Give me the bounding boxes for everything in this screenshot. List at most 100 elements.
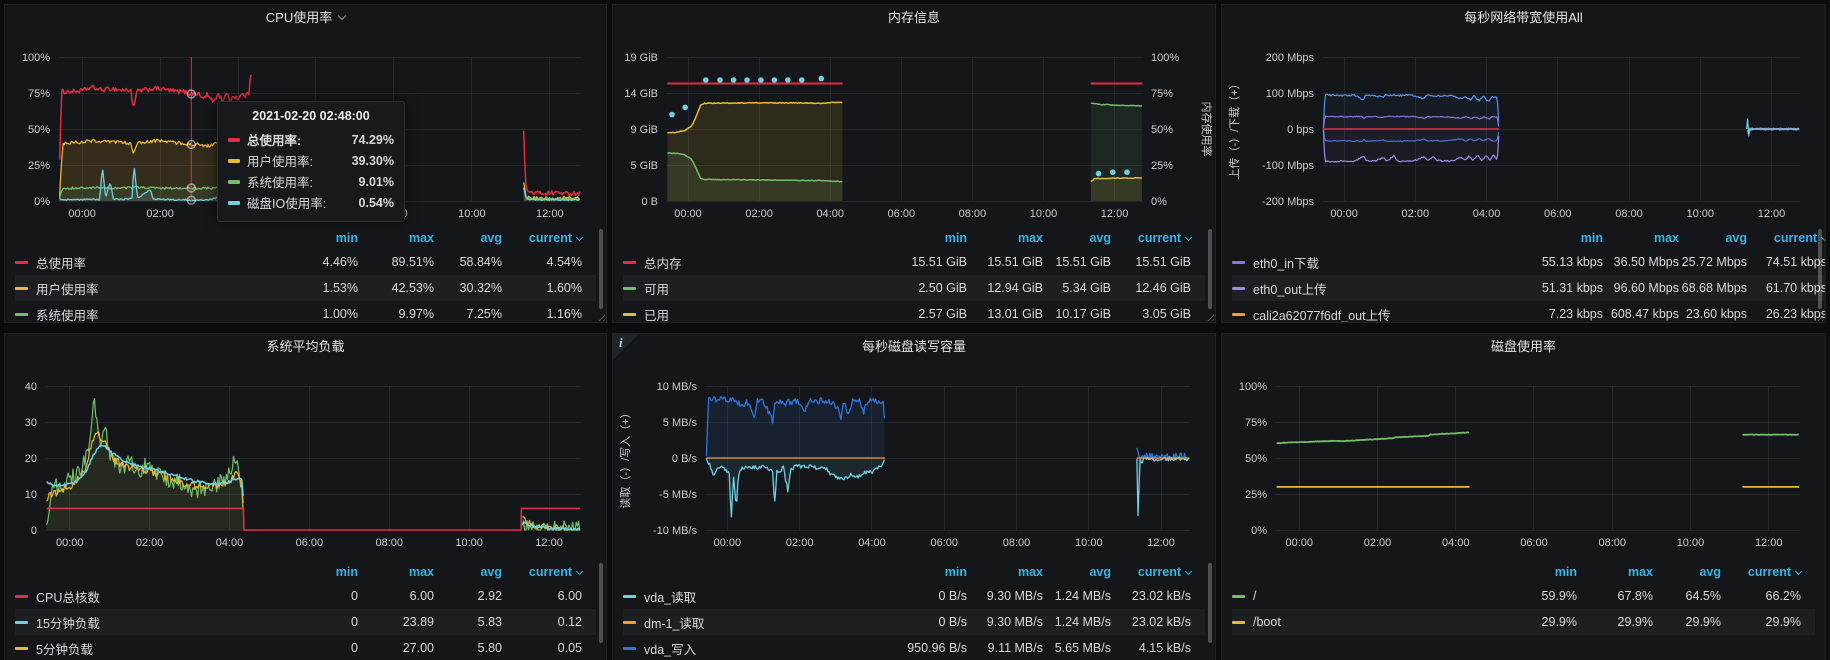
panel-resize-handle[interactable] [1205, 312, 1214, 321]
legend-series-name[interactable]: 总使用率 [15, 253, 266, 272]
legend-header: min max avg current [623, 561, 1205, 583]
scatter-dot [1110, 169, 1116, 175]
legend-scrollbar[interactable] [599, 563, 603, 643]
y-tick-label: 5 MB/s [663, 417, 698, 429]
legend-series-name[interactable]: 5分钟负载 [15, 639, 266, 658]
legend-series-name[interactable]: eth0_out上传 [1232, 279, 1511, 298]
legend-header-min[interactable]: min [944, 565, 967, 579]
legend-series-name[interactable]: 已用 [623, 305, 875, 322]
legend-value-current: 3.05 GiB [1142, 307, 1191, 321]
legend-series-name[interactable]: CPU总核数 [15, 587, 266, 606]
legend-scrollbar[interactable] [1208, 563, 1212, 643]
legend-header-current[interactable]: current [502, 565, 584, 579]
series-color-swatch [623, 312, 636, 316]
panel-title[interactable]: 磁盘使用率 [1222, 334, 1825, 360]
tooltip-row: 总使用率: 74.29% [228, 129, 394, 150]
legend-header-avg[interactable]: avg [1699, 565, 1721, 579]
legend-value-avg: 5.80 [477, 641, 502, 655]
tooltip-row: 用户使用率: 39.30% [228, 150, 394, 171]
legend-value-max: 9.30 MB/s [986, 615, 1043, 629]
panel-title[interactable]: CPU使用率 [5, 5, 606, 31]
series-line [58, 74, 253, 160]
network-bandwidth-chart[interactable]: -200 Mbps -100 Mbps 0 bps 100 Mbps 200 Mbps 0… [1222, 31, 1825, 231]
legend-value-current: 66.2% [1765, 589, 1801, 603]
scatter-dot [1095, 170, 1102, 177]
series-line [1276, 431, 1470, 445]
disk-readwrite-chart[interactable]: -10 MB/s -5 MB/s 0 B/s 5 MB/s 10 MB/s 00:00 02… [613, 360, 1215, 560]
series-line [705, 458, 885, 518]
legend: min max avg current / 59.9% 67.8% 64.5% 66.2% /bo… [1232, 561, 1815, 635]
legend-series-name[interactable]: /boot [1232, 615, 1485, 629]
legend-header-avg[interactable]: avg [480, 231, 502, 245]
memory-info-chart[interactable]: 0 B 5 GiB 9 GiB 14 GiB 19 GiB 0% 25% 50% 75% 100%… [613, 31, 1215, 231]
legend-header-max[interactable]: max [1653, 231, 1679, 245]
legend-series-name[interactable]: 用户使用率 [15, 279, 266, 298]
x-tick-label: 12:00 [1147, 537, 1175, 549]
legend-value-min: 51.31 kbps [1541, 281, 1603, 295]
legend-header-avg[interactable]: avg [1089, 565, 1111, 579]
legend-value-min: 0 B/s [938, 615, 968, 629]
legend-header-avg[interactable]: avg [1089, 231, 1111, 245]
legend-series-name[interactable]: cali2a62077f6df_out上传 [1232, 305, 1511, 322]
legend-series-name[interactable]: eth0_in下载 [1232, 253, 1511, 272]
legend-series-name[interactable]: dm-1_读取 [623, 613, 875, 632]
legend-header-max[interactable]: max [408, 231, 434, 245]
legend-row: / 59.9% 67.8% 64.5% 66.2% [1232, 583, 1815, 609]
y-tick-label: -100 Mbps [1262, 160, 1314, 172]
legend-header-current[interactable]: current [1721, 565, 1803, 579]
system-load-chart[interactable]: 0 10 20 30 40 00:00 02:00 04:00 06:00 08:00 10:00 1… [5, 360, 606, 560]
panel-title[interactable]: 每秒网络带宽使用All [1222, 5, 1825, 31]
legend-series-name[interactable]: 总内存 [623, 253, 875, 272]
series-color-swatch [15, 260, 28, 264]
scatter-dot [771, 77, 778, 83]
panel-title[interactable]: 内存信息 [613, 5, 1215, 31]
legend-header-current[interactable]: current [1747, 231, 1825, 245]
y2-axis-title: 内存使用率 [1200, 102, 1214, 157]
legend-scrollbar[interactable] [1208, 229, 1212, 309]
x-tick-label: 06:00 [888, 208, 916, 220]
legend-header-max[interactable]: max [408, 565, 434, 579]
legend-series-name[interactable]: 系统使用率 [15, 305, 266, 322]
legend-value-min: 0 B/s [938, 589, 968, 603]
legend-row: 可用 2.50 GiB 12.94 GiB 5.34 GiB 12.46 GiB [623, 275, 1205, 301]
x-tick-label: 08:00 [1598, 537, 1626, 549]
legend-header-current[interactable]: current [1111, 565, 1193, 579]
legend-header-min[interactable]: min [1580, 231, 1603, 245]
legend-header-min[interactable]: min [944, 231, 967, 245]
legend-series-name[interactable]: 可用 [623, 279, 875, 298]
legend-row: 总使用率 4.46% 89.51% 58.84% 4.54% [15, 249, 596, 275]
legend-header-max[interactable]: max [1017, 231, 1043, 245]
legend-series-name[interactable]: vda_写入 [623, 639, 875, 658]
legend-header-max[interactable]: max [1627, 565, 1653, 579]
legend-scrollbar[interactable] [1818, 229, 1822, 309]
panel-title[interactable]: 系统平均负载 [5, 334, 606, 360]
x-tick-label: 10:00 [455, 537, 483, 549]
legend-series-name[interactable]: / [1232, 589, 1485, 603]
legend-header-current[interactable]: current [502, 231, 584, 245]
legend-header-current[interactable]: current [1111, 231, 1193, 245]
panel-resize-handle[interactable] [596, 312, 605, 321]
legend-header-min[interactable]: min [1554, 565, 1577, 579]
legend-header-avg[interactable]: avg [480, 565, 502, 579]
legend-header-min[interactable]: min [335, 565, 358, 579]
legend-series-name[interactable]: vda_读取 [623, 587, 875, 606]
x-tick-label: 06:00 [1520, 537, 1548, 549]
legend-header-min[interactable]: min [335, 231, 358, 245]
x-tick-label: 08:00 [376, 537, 404, 549]
legend-header-max[interactable]: max [1017, 565, 1043, 579]
tooltip-series-label: 系统使用率: [247, 176, 313, 190]
disk-usage-chart[interactable]: 0% 25% 50% 75% 100% 00:00 02:00 04:00 06:00 08:00… [1222, 360, 1825, 560]
legend-scrollbar[interactable] [599, 229, 603, 309]
x-tick-label: 02:00 [786, 537, 814, 549]
x-tick-label: 10:00 [1687, 208, 1715, 220]
series-color-swatch [623, 646, 636, 650]
panel-title-text: 每秒网络带宽使用All [1464, 10, 1583, 25]
tooltip-row: 系统使用率: 9.01% [228, 171, 394, 192]
series-area [667, 102, 843, 201]
panel-memory-info: 内存信息 0 B 5 GiB 9 GiB 14 GiB 19 GiB 0% 25% 50% 75… [612, 4, 1216, 323]
legend-header-avg[interactable]: avg [1725, 231, 1747, 245]
legend-series-name[interactable]: 15分钟负载 [15, 613, 266, 632]
panel-resize-handle[interactable] [1815, 312, 1824, 321]
legend-value-max: 9.97% [398, 307, 434, 321]
panel-title[interactable]: 每秒磁盘读写容量 [613, 334, 1215, 360]
